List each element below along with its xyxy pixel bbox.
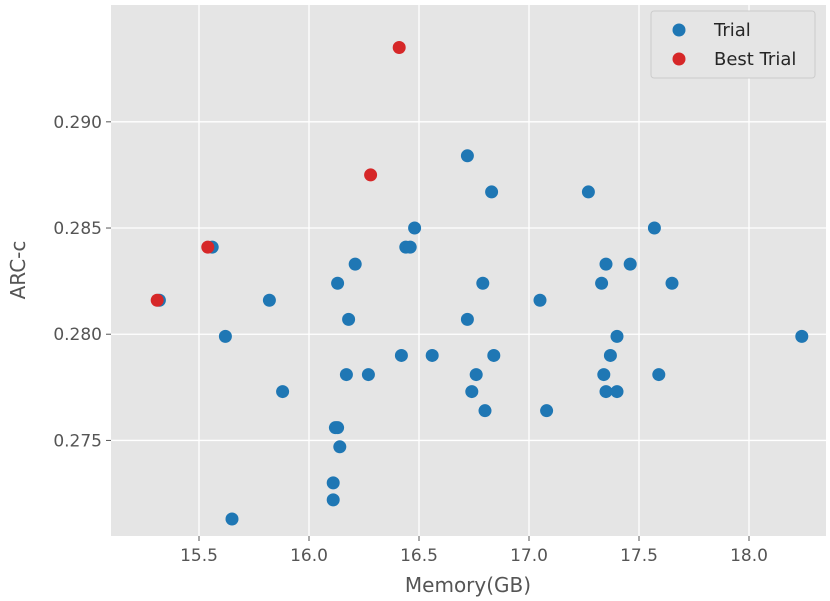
trial-point (599, 385, 613, 399)
legend-marker-best-trial (672, 52, 686, 66)
x-tick-label: 16.0 (290, 546, 328, 566)
x-tick-label: 16.5 (400, 546, 438, 566)
trial-point (326, 476, 340, 490)
trial-point (276, 385, 290, 399)
trial-point (460, 149, 474, 163)
trial-point (478, 404, 492, 418)
best-trial-point (364, 168, 378, 182)
best-trial-point (201, 240, 215, 254)
trial-point (581, 185, 595, 199)
trial-point (465, 385, 479, 399)
trial-point (610, 385, 624, 399)
trial-point (469, 368, 483, 382)
grid-lines (111, 5, 826, 536)
trial-point (647, 221, 661, 235)
x-tick-label: 15.5 (180, 546, 218, 566)
trial-point (403, 240, 417, 254)
trial-point (595, 276, 609, 290)
y-tick-label: 0.290 (53, 113, 102, 133)
trial-point (460, 312, 474, 326)
y-tick-label: 0.280 (53, 325, 102, 345)
y-tick-label: 0.275 (53, 431, 102, 451)
best-trial-point (392, 40, 406, 54)
y-axis-title: ARC-c (6, 241, 30, 300)
best-trial-point (150, 293, 164, 307)
trial-point (597, 368, 611, 382)
x-tick-label: 18.0 (730, 546, 768, 566)
trial-point (665, 276, 679, 290)
trial-point (394, 348, 408, 362)
trial-point (487, 348, 501, 362)
legend-label-trial: Trial (713, 20, 751, 41)
y-tick-label: 0.285 (53, 219, 102, 239)
trial-point (326, 493, 340, 507)
plot-background (111, 5, 826, 536)
trial-point (623, 257, 637, 271)
trial-point (408, 221, 422, 235)
trial-point (485, 185, 499, 199)
trial-point (342, 312, 356, 326)
x-axis: 15.5 16.0 16.5 17.0 17.5 18.0 (180, 536, 768, 566)
x-tick-label: 17.0 (510, 546, 548, 566)
trial-point (603, 348, 617, 362)
trial-point (540, 404, 554, 418)
legend-marker-trial (672, 23, 686, 37)
trial-point (652, 368, 666, 382)
trial-point (225, 512, 239, 526)
legend: Trial Best Trial (650, 10, 816, 79)
data-points (150, 40, 809, 526)
trial-point (533, 293, 547, 307)
trial-point (795, 329, 809, 343)
trial-point (361, 368, 375, 382)
trial-point (333, 440, 347, 454)
trial-point (331, 421, 345, 435)
trial-point (339, 368, 353, 382)
trial-point (218, 329, 232, 343)
trial-point (348, 257, 362, 271)
trial-point (599, 257, 613, 271)
legend-label-best-trial: Best Trial (714, 49, 796, 70)
trial-point (262, 293, 276, 307)
x-tick-label: 17.5 (620, 546, 658, 566)
x-axis-title: Memory(GB) (405, 573, 531, 597)
trial-point (610, 329, 624, 343)
trial-point (425, 348, 439, 362)
legend-box (650, 10, 816, 79)
trial-point (331, 276, 345, 290)
trial-point (476, 276, 490, 290)
y-axis: 0.275 0.280 0.285 0.290 (53, 113, 111, 451)
